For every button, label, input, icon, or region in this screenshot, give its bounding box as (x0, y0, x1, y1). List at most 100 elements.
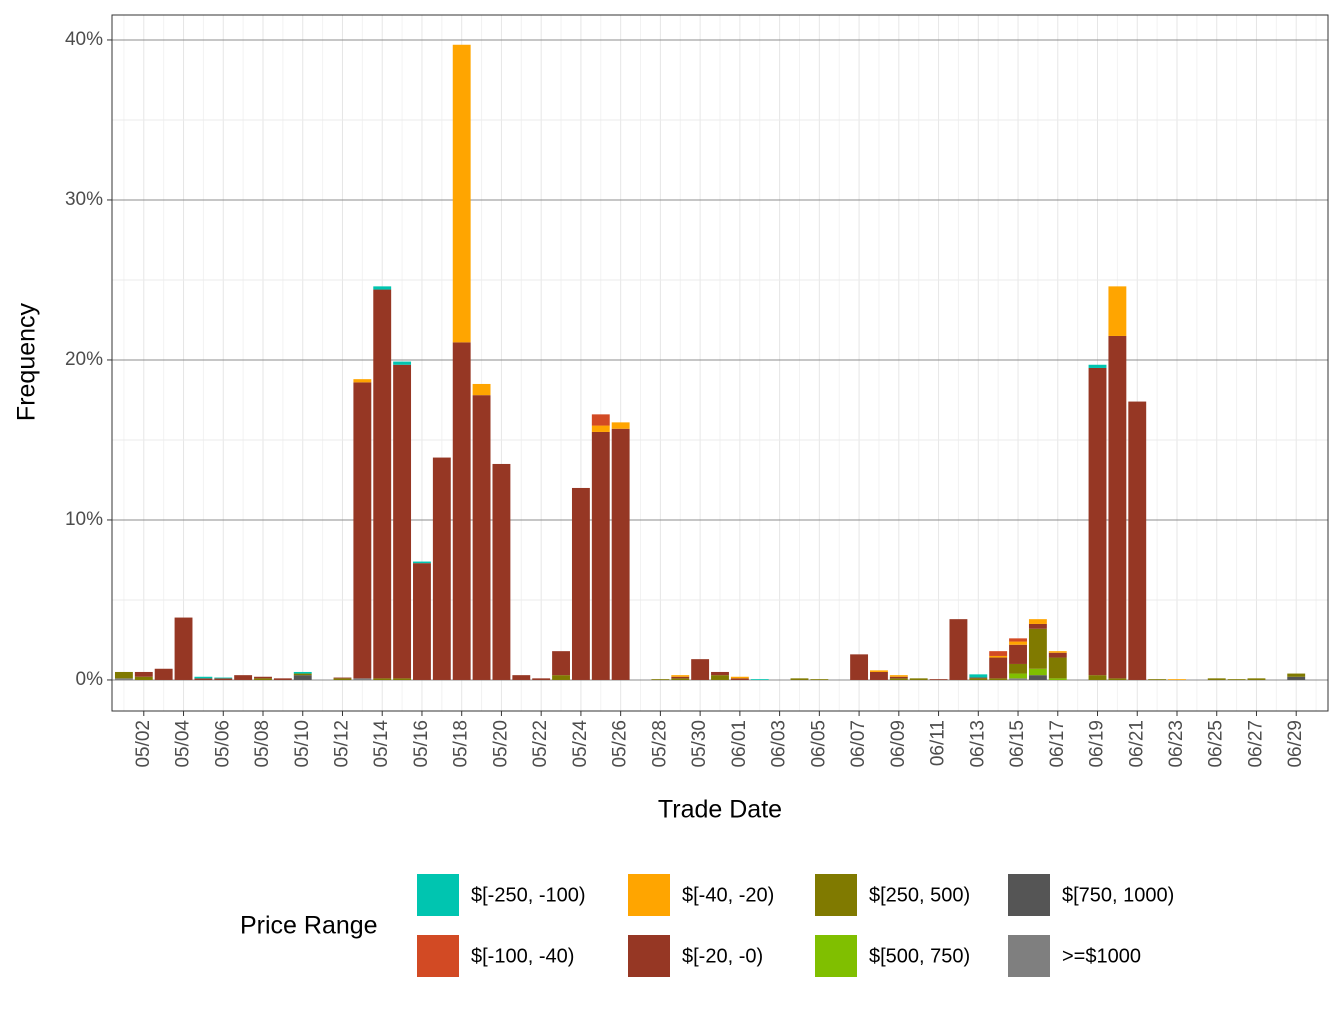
bar-segment (1048, 652, 1067, 658)
bar-segment (1227, 679, 1246, 680)
bar-segment (194, 676, 213, 679)
bar-segment (611, 428, 630, 680)
bar-segment (1108, 286, 1127, 336)
bar-segment (293, 671, 312, 674)
bar-segment (989, 651, 1008, 656)
x-tick-label: 06/09 (888, 720, 909, 768)
bar-segment (214, 678, 233, 680)
bar-segment (552, 651, 570, 676)
bar-segment (571, 487, 590, 680)
x-tick-label: 06/19 (1087, 720, 1108, 768)
bar-segment (254, 678, 272, 680)
legend-key (628, 874, 670, 916)
legend-title: Price Range (240, 912, 378, 940)
bar-segment (353, 678, 372, 680)
bar-segment (234, 675, 253, 680)
bar-segment (889, 675, 908, 677)
legend-label: $[-40, -20) (682, 884, 774, 906)
bar-segment (472, 395, 491, 680)
bar-segment (1247, 678, 1266, 680)
bar-segment (1028, 668, 1047, 676)
bar-segment (1028, 623, 1047, 629)
x-tick-label: 06/27 (1245, 720, 1266, 768)
bar-segment (1088, 367, 1107, 676)
bar-segment (293, 673, 312, 676)
bar-segment (1009, 673, 1027, 679)
bar-segment (1028, 619, 1047, 624)
x-tick-label: 05/22 (530, 720, 551, 768)
bar-segment (989, 655, 1008, 658)
x-tick-label: 06/01 (729, 720, 750, 768)
x-tick-label: 06/05 (808, 720, 829, 768)
legend-key (1008, 935, 1050, 977)
bar-segment (691, 659, 710, 680)
legend-label: $[500, 750) (869, 945, 970, 967)
bar-segment (730, 676, 749, 679)
x-tick-label: 05/26 (610, 720, 631, 768)
bar-segment (750, 679, 769, 680)
bar-segment (1088, 675, 1107, 680)
bar-segment (989, 657, 1008, 679)
bar-segment (889, 678, 908, 680)
bar-segment (1168, 679, 1186, 680)
bar-segment (810, 679, 829, 680)
bar-segment (393, 364, 412, 679)
x-tick-label: 05/16 (411, 720, 432, 768)
y-tick-label: 30% (65, 189, 103, 210)
bar-segment (154, 668, 173, 680)
bar-segment (1009, 641, 1027, 645)
bar-segment (711, 675, 729, 680)
x-tick-label: 05/06 (212, 720, 233, 768)
y-tick-label: 40% (65, 29, 103, 50)
bar-segment (870, 670, 888, 672)
bar-segment (651, 679, 670, 680)
bar-segment (671, 678, 690, 680)
y-tick-label: 20% (65, 349, 103, 370)
bar-segment (114, 671, 133, 679)
bar-segment (134, 671, 153, 677)
bar-segment (949, 619, 968, 680)
bar-segment (1287, 673, 1306, 677)
bar-segment (452, 342, 471, 680)
y-axis-title: Frequency (13, 302, 41, 421)
bar-segment (393, 678, 412, 680)
bar-segment (969, 677, 988, 679)
bar-segment (194, 678, 213, 680)
bar-segment (909, 678, 928, 680)
legend-key (628, 935, 670, 977)
bar-segment (1048, 678, 1067, 680)
bar-segment (671, 676, 690, 679)
bar-segment (969, 678, 988, 680)
bar-segment (1009, 678, 1027, 680)
bar-segment (591, 425, 610, 432)
x-tick-label: 06/11 (928, 720, 949, 766)
bar-segment (1028, 675, 1047, 680)
x-tick-label: 05/24 (570, 720, 591, 768)
legend-key (815, 935, 857, 977)
bar-segment (1009, 663, 1027, 674)
bar-segment (711, 671, 729, 676)
legend-label: $[-100, -40) (471, 945, 574, 967)
bar-segment (552, 675, 570, 680)
x-tick-label: 05/30 (689, 720, 710, 768)
x-tick-label: 05/08 (252, 720, 273, 768)
bar-segment (989, 678, 1008, 680)
bar-segment (333, 678, 352, 680)
bar-segment (850, 654, 869, 680)
legend-label: $[-20, -0) (682, 945, 763, 967)
bar-segment (214, 677, 233, 679)
x-tick-label: 06/21 (1126, 720, 1147, 768)
bar-segment (472, 383, 491, 396)
bar-segment (393, 361, 412, 365)
bar-segment (671, 675, 690, 677)
bar-segment (1048, 657, 1067, 679)
bar-segment (969, 674, 988, 678)
bar-segment (790, 678, 809, 680)
bar-segment (452, 44, 471, 343)
x-tick-label: 06/07 (848, 720, 869, 768)
x-tick-label: 06/17 (1047, 720, 1068, 768)
legend-label: >=$1000 (1062, 945, 1141, 967)
bar-segment (413, 561, 431, 564)
bar-segment (1207, 678, 1226, 680)
